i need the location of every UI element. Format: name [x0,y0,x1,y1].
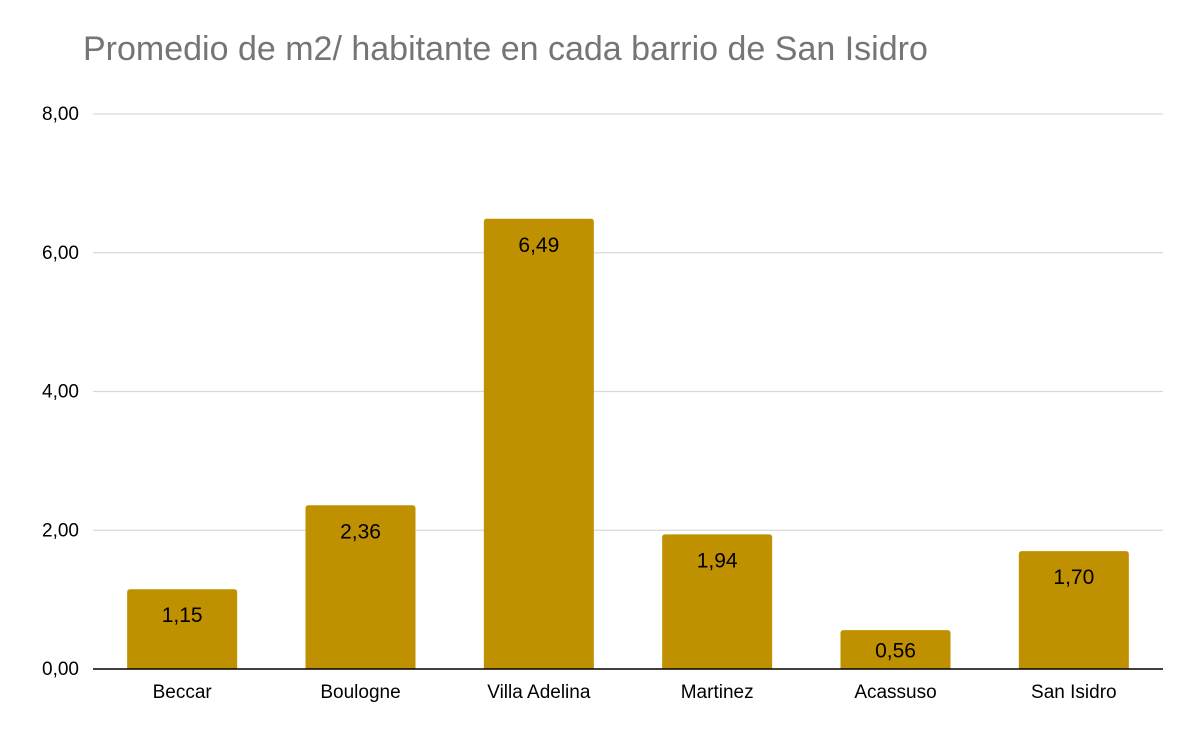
y-tick-label: 4,00 [42,382,79,403]
bar-villa-adelina [483,218,594,669]
x-tick-label: Martinez [681,682,754,703]
bar-acassuso [840,630,951,669]
y-tick-label: 6,00 [42,243,79,264]
bar-san-isidro [1018,551,1129,669]
data-label: 6,49 [518,234,559,257]
data-label: 2,36 [340,520,381,543]
x-tick-label: Villa Adelina [487,682,591,703]
x-tick-label: Boulogne [320,682,400,703]
y-tick-label: 0,00 [42,659,79,680]
x-tick-label: Beccar [153,682,213,703]
x-tick-label: Acassuso [854,682,936,703]
data-label: 0,56 [875,640,916,663]
y-tick-label: 8,00 [42,104,79,125]
data-label: 1,15 [162,604,203,627]
x-tick-label: San Isidro [1031,682,1117,703]
y-tick-label: 2,00 [42,520,79,541]
bar-boulogne [305,505,416,669]
bar-beccar [127,589,238,669]
bar-martinez [662,534,773,669]
data-label: 1,94 [697,549,738,572]
data-label: 1,70 [1053,566,1094,589]
chart-title: Promedio de m2/ habitante en cada barrio… [83,30,928,68]
